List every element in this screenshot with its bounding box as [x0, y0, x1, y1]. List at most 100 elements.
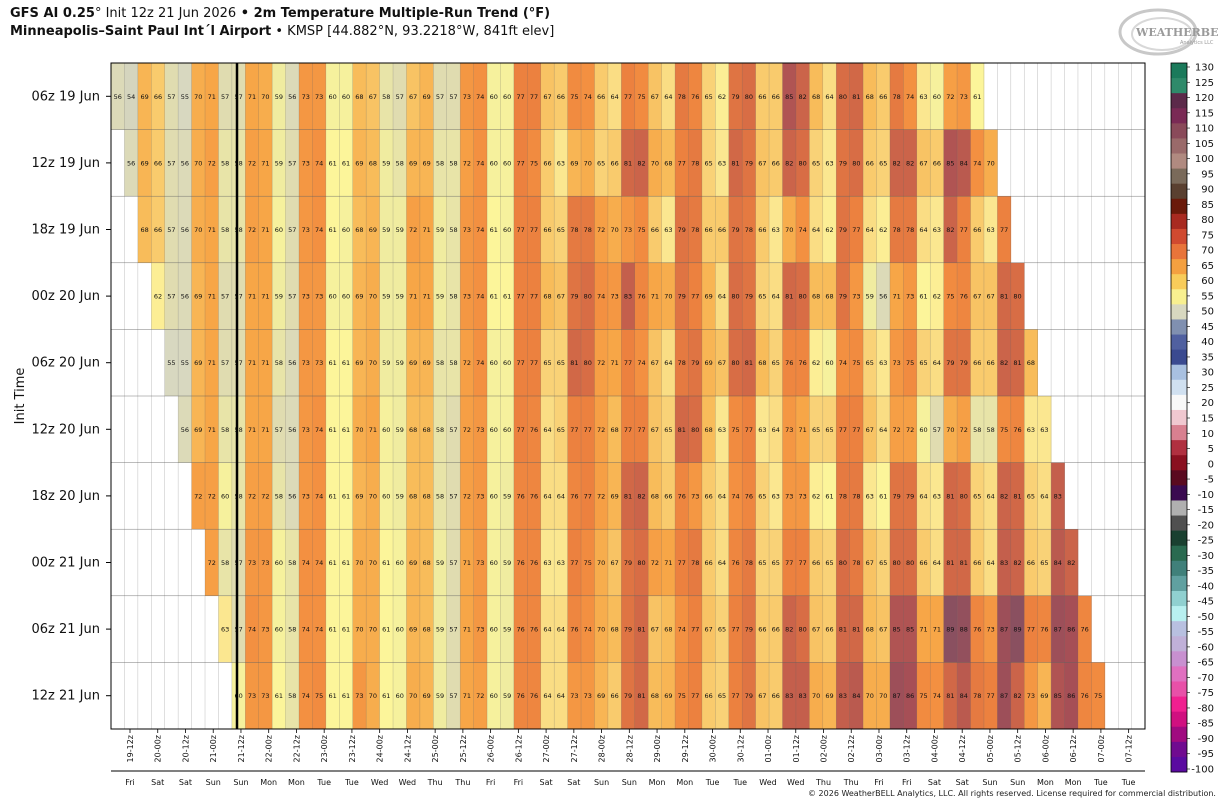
heatmap-cell [487, 329, 501, 396]
heatmap-cell [809, 63, 824, 130]
cell-value: 68 [664, 626, 672, 634]
cell-value: 55 [181, 93, 189, 101]
colorbar-label: 120 [1195, 93, 1214, 104]
heatmap-cell [272, 196, 286, 263]
heatmap-cell [863, 462, 877, 530]
cell-value: 64 [825, 93, 833, 101]
heatmap-cell [231, 329, 246, 396]
colorbar-label: -65 [1198, 658, 1214, 669]
cell-value: 69 [140, 159, 148, 167]
heatmap-cell [581, 196, 595, 263]
heatmap-cell [836, 129, 850, 197]
cell-value: 79 [624, 626, 632, 634]
heatmap-cell [634, 196, 649, 263]
heatmap-cell [916, 662, 931, 729]
heatmap-cell [258, 462, 273, 530]
cell-value: 70 [369, 359, 377, 367]
cell-value: 56 [288, 492, 296, 500]
heatmap-cell [742, 396, 756, 463]
heatmap-cell [312, 529, 327, 596]
cell-value: 73 [1027, 692, 1035, 700]
y-tick-label: 06z 21 Jun [32, 622, 101, 637]
heatmap-cell [742, 529, 756, 596]
heatmap-cell [943, 662, 958, 729]
cell-value: 59 [396, 426, 404, 434]
cell-value: 66 [557, 93, 565, 101]
x-tick-label: 01-00z [764, 735, 773, 762]
cell-value: 77 [960, 226, 968, 234]
x-tick-label: 02-12z [847, 735, 856, 762]
cell-value: 57 [288, 293, 296, 301]
cell-value: 82 [1000, 492, 1008, 500]
heatmap-cell [634, 662, 649, 729]
colorbar-label: -25 [1198, 536, 1214, 547]
heatmap-cell [634, 329, 649, 396]
heatmap-cell [621, 329, 636, 396]
cell-value: 70 [409, 692, 417, 700]
x-tick-label: 06-12z [1069, 735, 1078, 762]
heatmap-cell [178, 262, 192, 330]
cell-value: 71 [664, 559, 672, 567]
heatmap-cell [701, 262, 716, 330]
cell-value: 71 [208, 359, 216, 367]
heatmap-cell [715, 662, 730, 729]
cell-value: 59 [866, 293, 874, 301]
heatmap-cell [889, 595, 904, 663]
cell-value: 65 [973, 492, 981, 500]
heatmap-cell [1010, 329, 1025, 396]
heatmap-cell [648, 396, 662, 463]
cell-value: 66 [973, 559, 981, 567]
heatmap-cell [124, 63, 139, 130]
heatmap-cell [634, 129, 649, 197]
cell-value: 61 [342, 426, 350, 434]
heatmap-cell [258, 129, 273, 197]
cell-value: 71 [208, 293, 216, 301]
heatmap-cell [1037, 529, 1052, 596]
cell-value: 69 [422, 359, 430, 367]
heatmap-cell [325, 329, 340, 396]
heatmap-cell [393, 196, 407, 263]
heatmap-cell [715, 196, 730, 263]
colorbar-swatch [1171, 213, 1187, 230]
cell-value: 72 [463, 359, 471, 367]
heatmap-cell [957, 63, 971, 130]
colorbar-swatch [1171, 470, 1187, 486]
cell-value: 64 [879, 426, 887, 434]
heatmap-cell [755, 396, 770, 463]
colorbar: 1301251201151101051009590858075706560555… [1170, 63, 1214, 776]
cell-value: 66 [704, 559, 712, 567]
heatmap-cell [325, 462, 340, 530]
cell-value: 72 [946, 93, 954, 101]
heatmap-cell [352, 462, 367, 530]
heatmap-cell [339, 262, 354, 330]
cell-value: 76 [637, 293, 645, 301]
heatmap-cell [191, 63, 206, 130]
cell-value: 56 [181, 293, 189, 301]
cell-value: 60 [328, 293, 336, 301]
cell-value: 63 [1027, 426, 1035, 434]
heatmap-cell [607, 262, 622, 330]
cell-value: 77 [678, 559, 686, 567]
heatmap-cell [755, 262, 770, 330]
heatmap-cell [419, 595, 434, 663]
heatmap-cell [513, 329, 528, 396]
cell-value: 58 [987, 426, 995, 434]
cell-value: 82 [1000, 359, 1008, 367]
cell-value: 82 [906, 159, 914, 167]
cell-value: 69 [355, 159, 363, 167]
heatmap-cell [513, 662, 528, 729]
cell-value: 77 [624, 93, 632, 101]
colorbar-label: 10 [1201, 429, 1214, 440]
cell-value: 68 [369, 159, 377, 167]
cell-value: 83 [798, 692, 806, 700]
cell-value: 59 [436, 226, 444, 234]
cell-value: 71 [261, 293, 269, 301]
heatmap-cell [903, 63, 918, 130]
cell-value: 81 [946, 492, 954, 500]
cell-value: 81 [785, 293, 793, 301]
copyright-notice: © 2026 WeatherBELL Analytics, LLC. All r… [808, 789, 1216, 798]
cell-value: 66 [919, 559, 927, 567]
colorbar-swatch [1171, 364, 1187, 381]
cell-value: 66 [772, 159, 780, 167]
heatmap-cell [957, 529, 971, 596]
